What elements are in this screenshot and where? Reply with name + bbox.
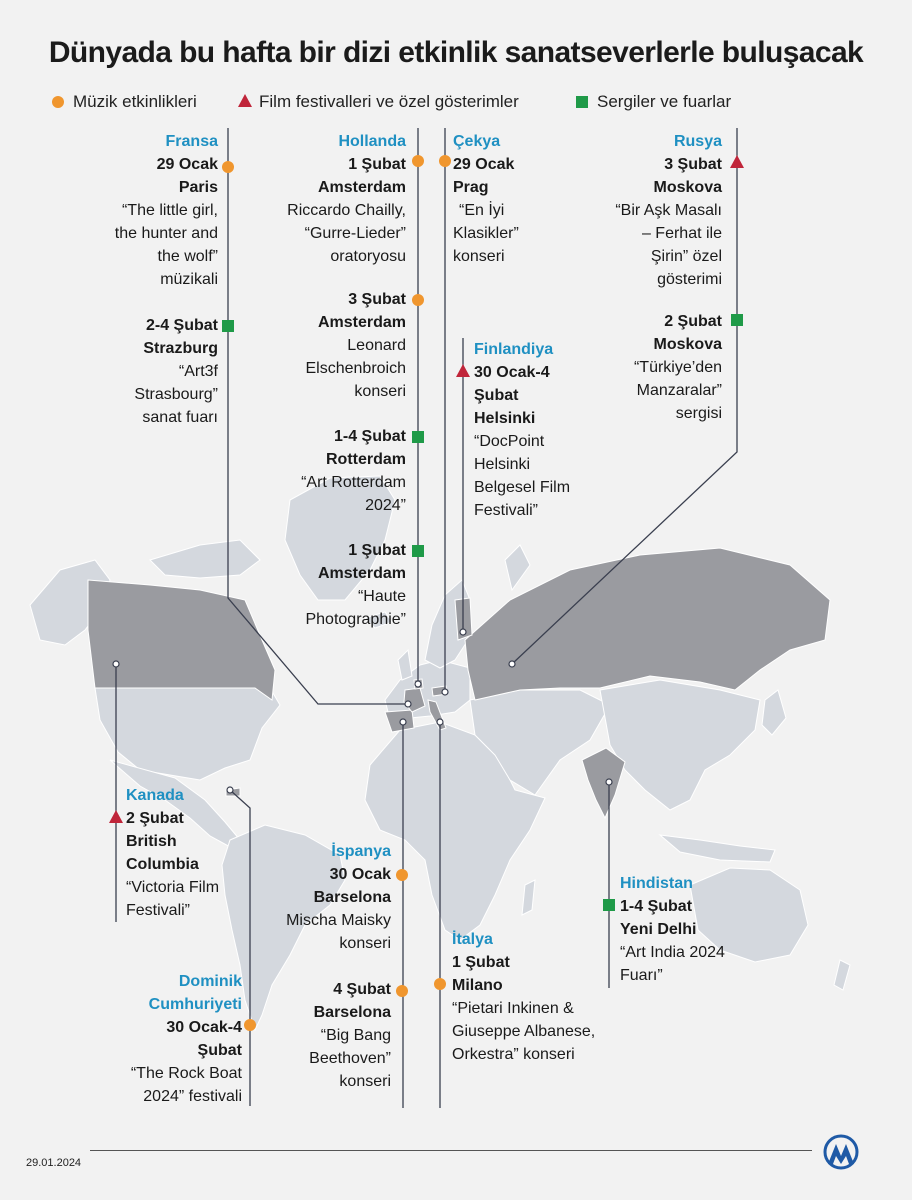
music-marker [396,869,408,881]
music-marker [412,294,424,306]
indonesia-shape [658,834,776,863]
event-ispanya-1: İspanya 30 Ocak Barselona Mischa Maisky … [286,843,391,952]
arctic-islands-shape [149,539,261,579]
footer-divider [90,1150,812,1151]
event-hollanda-3: 1-4 Şubat Rotterdam “Art Rotterdam 2024” [301,428,406,514]
event-fransa-1: Fransa 29 Ocak Paris “The little girl, t… [114,133,218,288]
film-marker [109,810,123,823]
pin-russia [508,660,516,668]
music-marker [439,155,451,167]
uk-shape [397,648,413,681]
pin-france [404,700,412,708]
australia-shape [689,867,809,963]
event-hollanda-4: 1 Şubat Amsterdam “Haute Photographie” [305,542,406,628]
page-title: Dünyada bu hafta bir dizi etkinlik sanat… [48,36,864,69]
film-marker [730,155,744,168]
event-hollanda-1: Hollanda 1 Şubat Amsterdam Riccardo Chai… [287,133,406,265]
film-marker [456,364,470,377]
japan-shape [761,689,787,736]
music-marker [244,1019,256,1031]
asia-west-shape [469,689,611,796]
event-italya: İtalya 1 Şubat Milano “Pietari Inkinen &… [452,931,596,1063]
event-hollanda-2: 3 Şubat Amsterdam Leonard Elschenbroich … [305,291,407,400]
asia-east-shape [599,679,761,811]
russia-shape [464,547,831,701]
pin-dominik [226,786,234,794]
line-dominik [229,789,251,1106]
pin-czechia [441,688,449,696]
pin-spain [399,718,407,726]
pin-india [605,778,613,786]
orange-dot-icon [52,96,64,108]
event-rusya-1: Rusya 3 Şubat Moskova “Bir Aşk Masalı – … [615,133,722,288]
spain-shape [384,709,415,733]
pin-italy [436,718,444,726]
novaya-zemlya-shape [504,544,531,592]
exhibition-marker [222,320,234,332]
music-marker [396,985,408,997]
usa-shape [94,687,281,781]
event-finlandiya: Finlandiya 30 Ocak-4 Şubat Helsinki “Doc… [474,341,571,519]
exhibition-marker [731,314,743,326]
event-cekya: Çekya 29 Ocak Prag “En İyi Klasikler” ko… [453,133,519,265]
red-triangle-icon [238,94,252,107]
south-america-shape [221,824,346,1032]
green-square-icon [576,96,588,108]
event-ispanya-2: 4 Şubat Barselona “Big Bang Beethoven” k… [309,981,391,1090]
exhibition-marker [412,431,424,443]
madagascar-shape [521,879,536,916]
exhibition-marker [603,899,615,911]
line-fransa [227,128,408,705]
exhibition-marker [412,545,424,557]
line-rusya [511,128,738,665]
india-shape [581,747,626,820]
iceland-shape [364,611,393,629]
music-marker [412,155,424,167]
event-rusya-2: 2 Şubat Moskova “Türkiye’den Manzaralar”… [633,313,722,422]
canada-shape [87,579,276,701]
event-dominik: Dominik Cumhuriyeti 30 Ocak-4 Şubat “The… [130,973,242,1105]
new-zealand-shape [833,959,851,991]
pin-finland [459,628,467,636]
publish-date: 29.01.2024 [26,1157,82,1169]
greenland-shape [284,475,396,601]
aa-logo-icon [823,1134,859,1170]
event-kanada: Kanada 2 Şubat British Columbia “Victori… [126,787,220,919]
event-hindistan: Hindistan 1-4 Şubat Yeni Delhi “Art Indi… [620,875,725,984]
music-marker [434,978,446,990]
event-fransa-2: 2-4 Şubat Strazburg “Art3f Strasbourg” s… [134,317,218,426]
pin-netherlands [414,680,422,688]
pin-canada [112,660,120,668]
music-marker [222,161,234,173]
